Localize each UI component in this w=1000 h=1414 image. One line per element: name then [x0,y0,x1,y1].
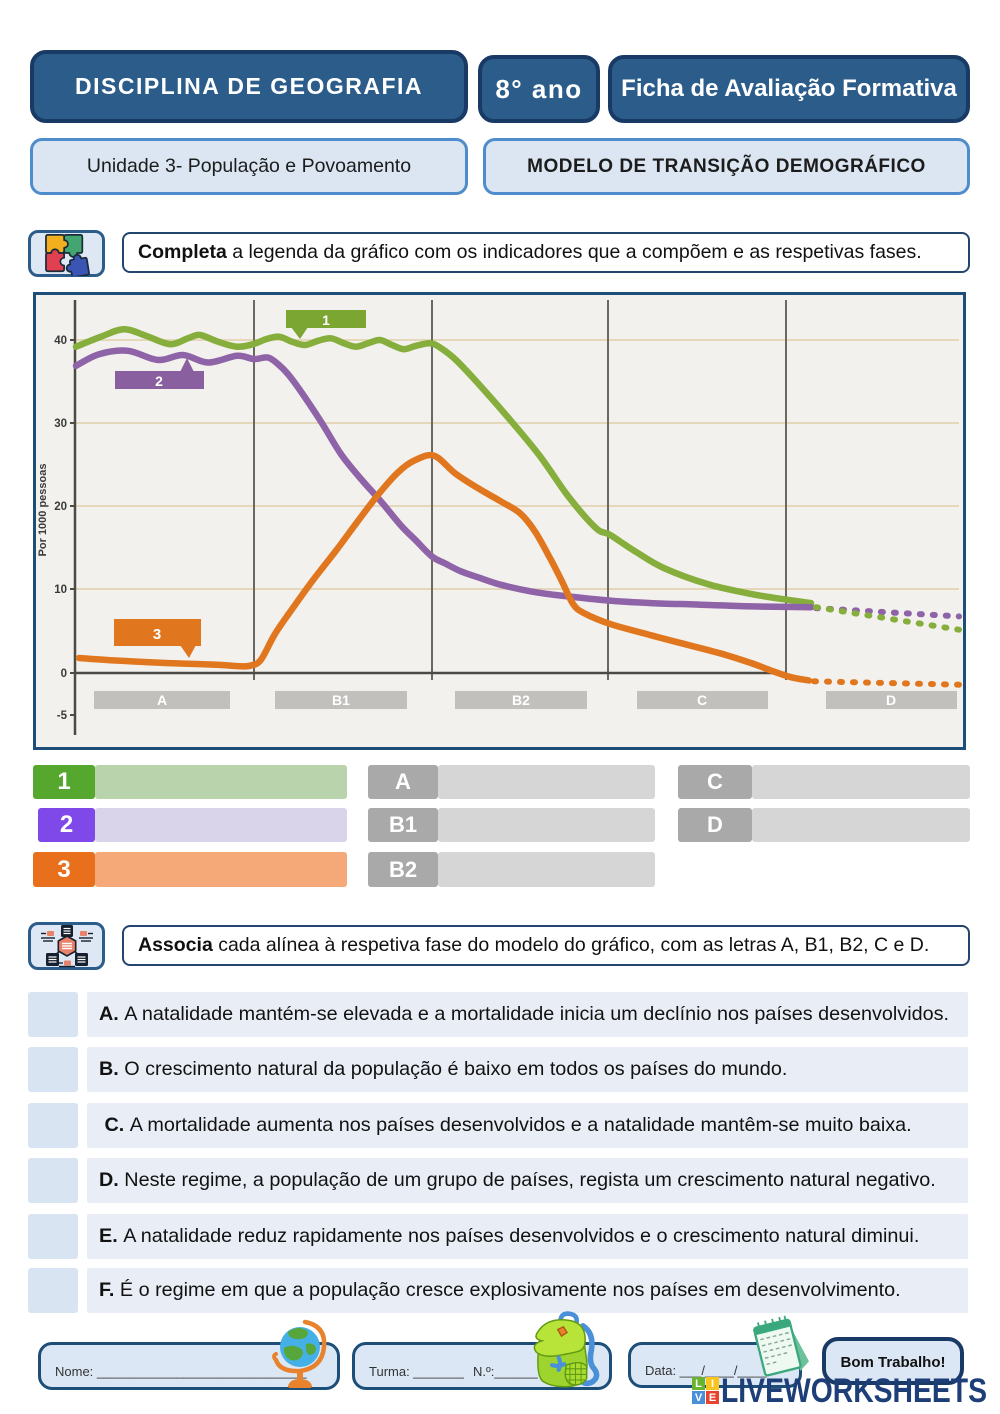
svg-text:2: 2 [155,373,163,389]
svg-text:A: A [157,692,167,708]
svg-text:C: C [697,692,707,708]
svg-text:B2: B2 [512,692,530,708]
svg-text:Por 1000 pessoas: Por 1000 pessoas [37,464,49,557]
svg-text:3: 3 [153,626,161,643]
svg-text:40: 40 [54,335,67,347]
svg-text:30: 30 [54,418,67,430]
svg-text:10: 10 [54,584,67,596]
svg-text:LIVEWORKSHEETS: LIVEWORKSHEETS [721,1374,987,1408]
svg-text:20: 20 [54,501,67,513]
svg-text:1: 1 [322,312,330,328]
svg-text:D: D [886,692,896,708]
svg-text:L: L [695,1378,702,1390]
svg-text:I: I [711,1378,714,1390]
svg-text:E: E [709,1392,716,1404]
svg-text:V: V [695,1392,703,1404]
svg-text:B1: B1 [332,692,350,708]
svg-text:-5: -5 [57,710,68,722]
svg-text:0: 0 [61,668,67,680]
